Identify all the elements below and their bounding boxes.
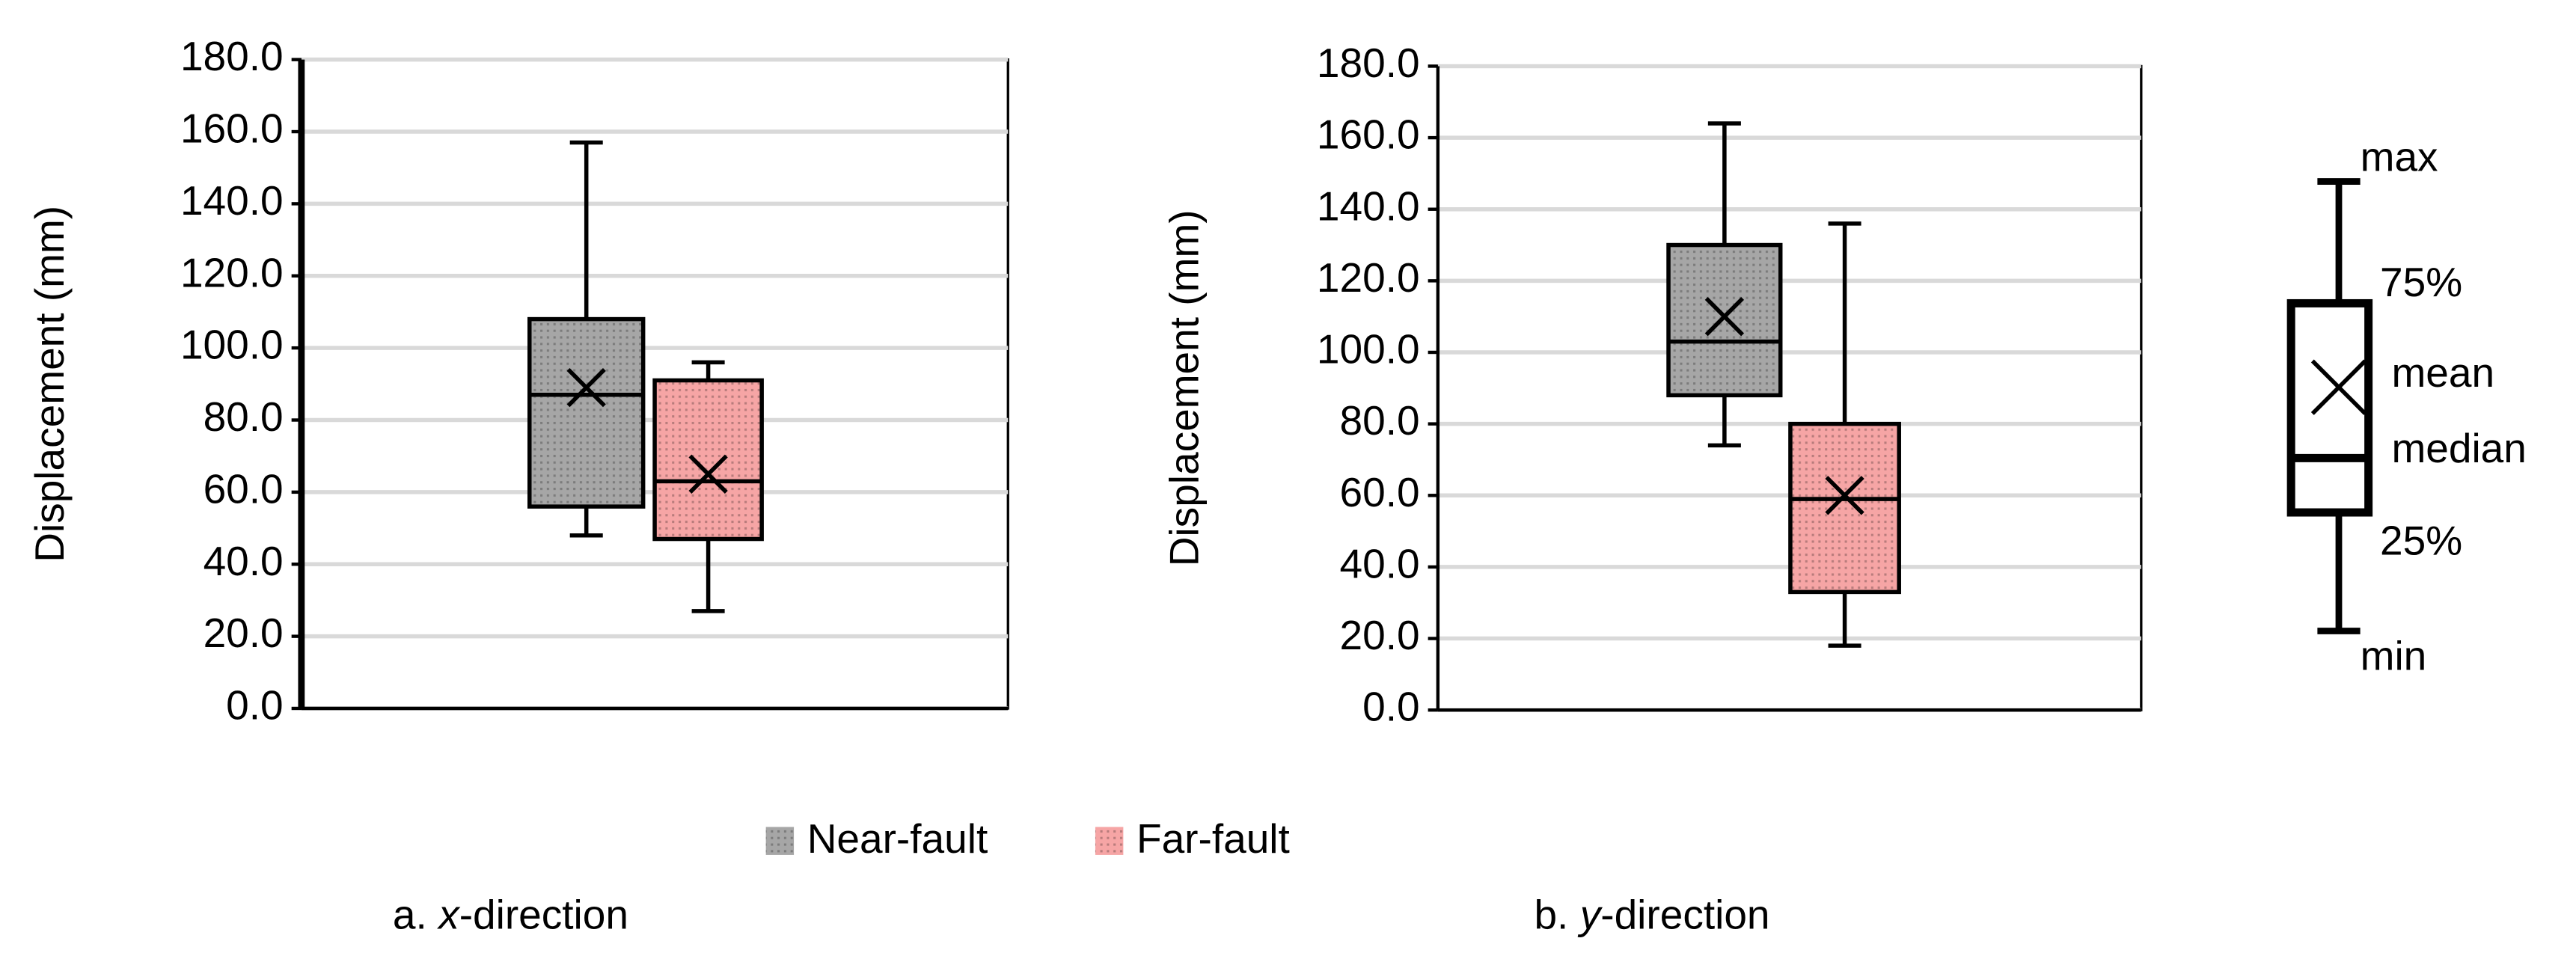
y-tick-label: 120.0 <box>1317 254 1420 301</box>
y-tick-label: 100.0 <box>180 322 284 368</box>
key-label: max <box>2361 133 2438 180</box>
y-tick-label: 180.0 <box>1317 40 1420 86</box>
key-label: 25% <box>2380 517 2462 563</box>
y-tick-label: 140.0 <box>180 177 284 224</box>
y-tick-label: 20.0 <box>1340 612 1420 658</box>
key-label: min <box>2361 632 2427 678</box>
y-tick-label: 180.0 <box>180 33 284 79</box>
legend-swatch-texture <box>1095 827 1124 855</box>
y-tick-label: 60.0 <box>1340 469 1420 515</box>
box-texture <box>529 319 643 507</box>
box-plot <box>1788 221 1901 648</box>
box-texture <box>1790 423 1900 592</box>
caption-part: a. <box>393 891 427 937</box>
plot-area <box>1437 64 2143 711</box>
caption-part: b. <box>1534 891 1568 937</box>
caption-part: x <box>436 891 461 937</box>
y-tick-label: 20.0 <box>204 610 284 656</box>
caption-part: -direction <box>459 891 628 937</box>
y-tick-label: 140.0 <box>1317 183 1420 229</box>
caption: b. y-direction <box>1534 891 1769 937</box>
y-axis-label: Displacement (mm) <box>1161 209 1208 566</box>
box-plot <box>527 140 646 538</box>
y-tick-label: 80.0 <box>204 393 284 440</box>
y-tick-label: 160.0 <box>1317 111 1420 158</box>
y-tick-label: 60.0 <box>204 465 284 512</box>
mean-marker <box>1825 476 1864 515</box>
y-axis-label: Displacement (mm) <box>26 206 73 563</box>
legend-swatch-texture <box>765 827 795 855</box>
key-diagram: max 75% mean median 25% min <box>2286 133 2527 678</box>
y-tick-label: 80.0 <box>1340 397 1420 444</box>
caption: a. x-direction <box>393 891 628 937</box>
box-texture <box>655 380 762 539</box>
caption-part: -direction <box>1600 891 1769 937</box>
mean-marker <box>1704 297 1745 337</box>
key-label: mean <box>2391 349 2494 396</box>
key-label: 75% <box>2380 259 2462 305</box>
key-label: median <box>2391 425 2526 471</box>
y-tick-label: 100.0 <box>1317 326 1420 373</box>
y-tick-label: 0.0 <box>226 682 283 729</box>
caption-part: y <box>1577 891 1603 937</box>
legend-label: Far-fault <box>1136 815 1290 862</box>
y-tick-label: 160.0 <box>180 105 284 152</box>
box-plot <box>1666 121 1783 448</box>
y-tick-label: 40.0 <box>204 538 284 584</box>
mean-marker <box>688 454 728 494</box>
box-plot <box>652 360 764 613</box>
mean-marker <box>566 367 606 408</box>
y-tick-label: 0.0 <box>1362 684 1419 730</box>
box-texture <box>1668 245 1781 396</box>
y-tick-label: 40.0 <box>1340 540 1420 586</box>
legend-label: Near-fault <box>807 815 988 862</box>
y-tick-label: 120.0 <box>180 249 284 295</box>
